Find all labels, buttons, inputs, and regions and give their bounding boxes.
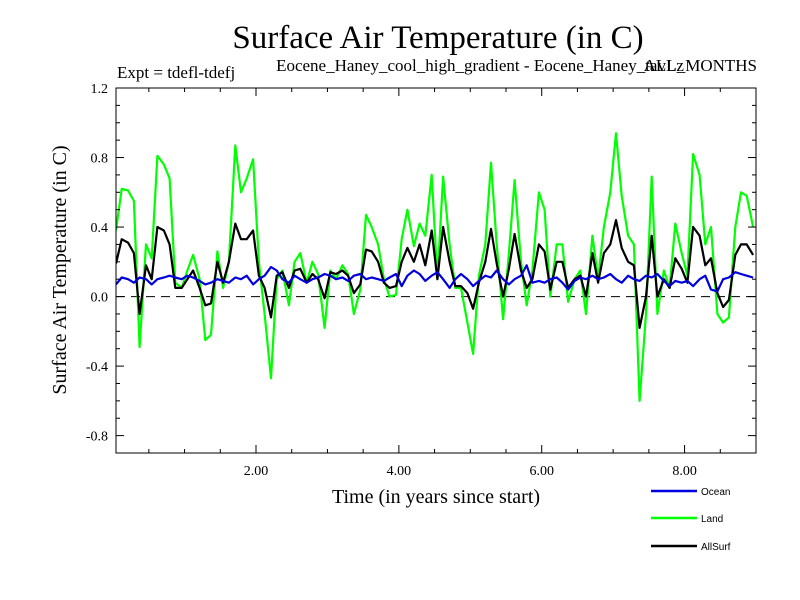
x-tick-label: 4.00	[387, 464, 412, 479]
series-line-allsurf	[116, 219, 755, 329]
y-tick-label: 1.2	[91, 82, 109, 97]
legend: Ocean Land AllSurf	[651, 487, 731, 553]
y-tick-label: -0.4	[86, 360, 108, 375]
legend-label-ocean: Ocean	[701, 487, 730, 498]
series-line-ocean	[116, 264, 754, 293]
period-label: ALL_MONTHS	[644, 56, 757, 75]
plot-frame	[115, 87, 757, 454]
legend-label-allsurf: AllSurf	[701, 542, 731, 553]
x-tick-label: 2.00	[244, 464, 269, 479]
y-axis-label: Surface Air Temperature (in C)	[49, 145, 71, 394]
x-axis-label: Time (in years since start)	[332, 486, 540, 508]
series-group	[116, 132, 755, 402]
x-tick-label: 6.00	[529, 464, 554, 479]
y-tick-label: 0.0	[91, 291, 109, 306]
y-tick-label: -0.8	[86, 430, 108, 445]
chart-subtitle: Eocene_Haney_cool_high_gradient - Eocene…	[276, 56, 684, 75]
legend-label-land: Land	[701, 514, 723, 525]
expt-label: Expt = tdefl-tdefj	[117, 63, 235, 82]
axes-group: -0.8 -0.4 0.0 0.4 0.8 1.2 2.00 4.00 6.00 8.00	[86, 82, 757, 479]
y-tick-label: 0.4	[91, 221, 109, 236]
y-tick-label: 0.8	[91, 152, 109, 167]
x-tick-label: 8.00	[672, 464, 697, 479]
chart-title: Surface Air Temperature (in C)	[232, 20, 643, 56]
